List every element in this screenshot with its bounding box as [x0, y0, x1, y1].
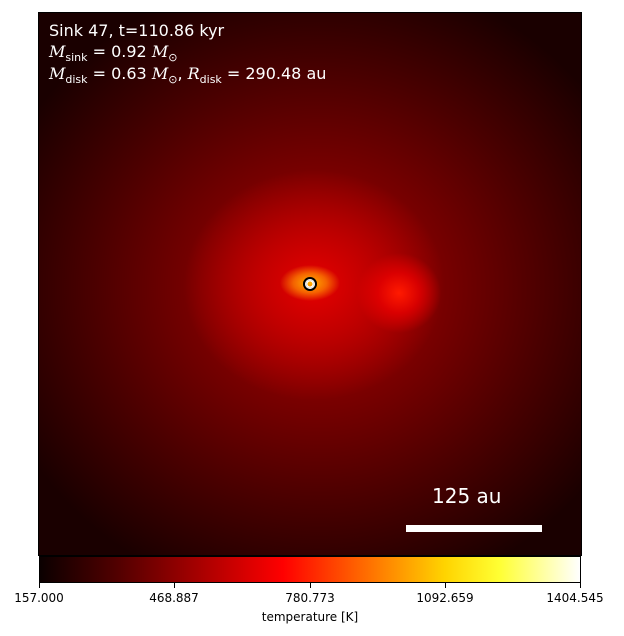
scale-bar [406, 525, 542, 532]
colorbar-tick [39, 583, 40, 588]
colorbar-tick [580, 583, 581, 588]
colorbar-tick [174, 583, 175, 588]
colorbar-tick [445, 583, 446, 588]
colorbar-tick [310, 583, 311, 588]
sink-marker-icon [303, 277, 317, 291]
colorbar-tick-label: 780.773 [285, 591, 335, 605]
colorbar [39, 556, 581, 583]
sink-mass-line: Msink = 0.92 M⊙ [49, 42, 178, 65]
disk-line: Mdisk = 0.63 M⊙, Rdisk = 290.48 au [49, 64, 327, 87]
scale-bar-label: 125 au [432, 484, 502, 508]
sink-title: Sink 47, t=110.86 kyr [49, 21, 225, 40]
colorbar-tick-label: 468.887 [149, 591, 199, 605]
colorbar-label: temperature [K] [261, 610, 359, 624]
colorbar-tick-label: 1092.659 [416, 591, 474, 605]
colorbar-tick-label: 157.000 [14, 591, 64, 605]
colorbar-tick-label: 1404.545 [546, 591, 604, 605]
